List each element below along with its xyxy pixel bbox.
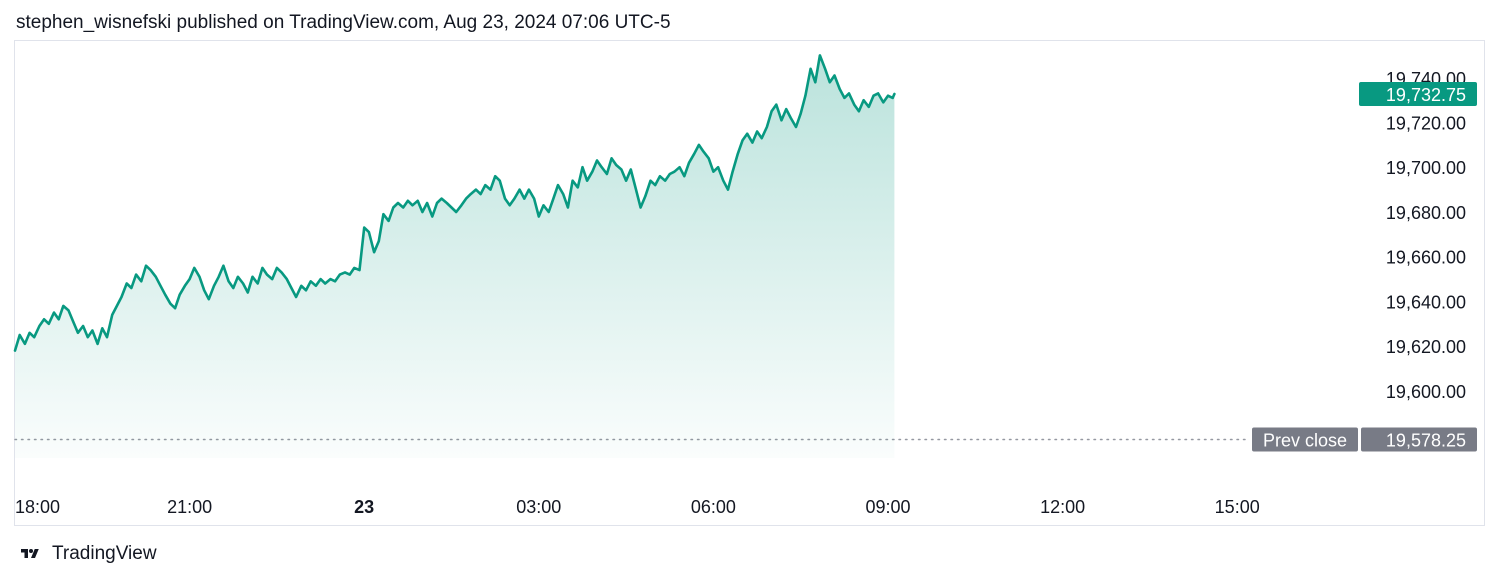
x-tick-label: 09:00: [865, 497, 910, 517]
x-tick-label: 12:00: [1040, 497, 1085, 517]
last-price-tag: [1359, 82, 1477, 106]
brand[interactable]: TradingView: [16, 543, 157, 565]
brand-name: TradingView: [52, 543, 157, 564]
y-tick-label: 19,600.00: [1386, 382, 1466, 402]
y-tick-label: 19,700.00: [1386, 158, 1466, 178]
x-tick-label: 15:00: [1215, 497, 1260, 517]
x-tick-label: 06:00: [691, 497, 736, 517]
y-tick-label: 19,680.00: [1386, 203, 1466, 223]
chart-frame[interactable]: [14, 40, 1485, 526]
prev-close-value-tag: [1361, 427, 1477, 452]
x-tick-label: 18:00: [15, 497, 60, 517]
x-tick-label: 03:00: [516, 497, 561, 517]
price-area-fill: [15, 55, 895, 459]
price-line-series[interactable]: [13, 54, 896, 352]
y-tick-label: 19,640.00: [1386, 292, 1466, 312]
prev-close-value-label: 19,578.25: [1386, 431, 1466, 451]
prev-close-caption-tag: [1252, 427, 1358, 452]
publication-note: stephen_wisnefski published on TradingVi…: [16, 12, 671, 33]
y-tick-label: 19,720.00: [1386, 114, 1466, 134]
x-tick-label: 21:00: [167, 497, 212, 517]
y-tick-label: 19,620.00: [1386, 337, 1466, 357]
y-tick-label: 19,660.00: [1386, 248, 1466, 268]
prev-close-caption: Prev close: [1263, 431, 1347, 451]
last-price-label: 19,732.75: [1386, 85, 1466, 105]
tradingview-logo-icon: [21, 549, 39, 558]
x-tick-label: 23: [354, 497, 374, 517]
